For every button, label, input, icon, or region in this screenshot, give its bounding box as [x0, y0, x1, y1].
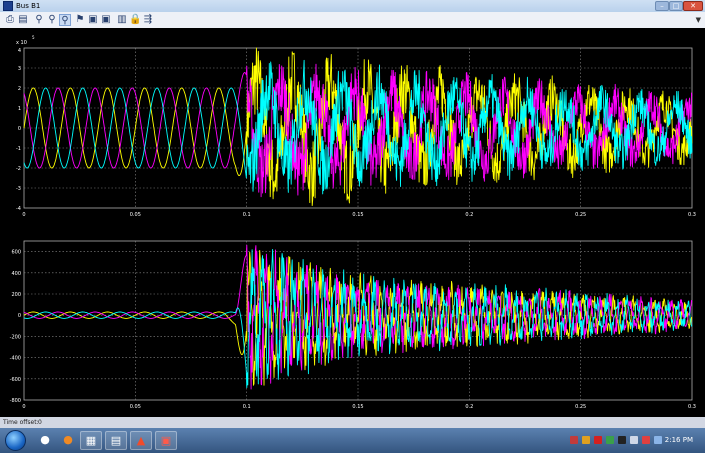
y-tick-label: 2	[18, 86, 21, 92]
waveform-series-3	[23, 248, 693, 389]
taskbar-explorer-icon[interactable]: ▦	[80, 431, 102, 450]
zoom-x-icon[interactable]: ⚲	[48, 14, 56, 25]
scope-toolbar: ⎙ ▤ ⚲ ⚲ ⚲ ⚑ ▣ ▣ ▥ 🔒 ⇶ ▼	[0, 12, 705, 29]
y-exponent-label: x 10	[16, 40, 27, 46]
tray-antivirus-icon[interactable]	[594, 436, 602, 444]
tray-network-icon[interactable]	[570, 436, 578, 444]
y-tick-label: 3	[18, 66, 21, 72]
tray-volume-icon[interactable]	[630, 436, 638, 444]
x-tick-label: 0.1	[243, 212, 251, 218]
simulink-scope-icon	[3, 1, 13, 11]
tray-display-icon[interactable]	[654, 436, 662, 444]
zoom-in-icon[interactable]: ⚲	[35, 14, 43, 25]
tray-power-icon[interactable]	[618, 436, 626, 444]
x-tick-label: 0.15	[352, 212, 363, 218]
y-tick-label: -400	[10, 356, 21, 362]
waveform-series-3	[23, 59, 693, 195]
x-tick-label: 0.3	[688, 404, 696, 410]
y-tick-label: -3	[16, 186, 21, 192]
zoom-y-icon[interactable]: ⚲	[59, 14, 71, 26]
y-tick-label: 4	[18, 48, 21, 54]
y-tick-label: 0	[18, 313, 21, 319]
y-tick-label: -1	[16, 146, 21, 152]
x-tick-label: 0.25	[575, 404, 586, 410]
tray-flag-icon[interactable]	[642, 436, 650, 444]
start-button[interactable]	[5, 430, 26, 451]
taskbar-ie-icon[interactable]: ●	[40, 433, 50, 446]
minimize-button[interactable]: –	[655, 1, 669, 11]
x-tick-label: 0.05	[130, 212, 141, 218]
time-offset-value: 0	[38, 419, 42, 426]
parameters-icon[interactable]: ▤	[18, 14, 28, 25]
tray-shield-icon[interactable]	[582, 436, 590, 444]
x-tick-label: 0	[22, 404, 25, 410]
x-tick-label: 0.15	[352, 404, 363, 410]
y-tick-label: -800	[10, 398, 21, 404]
signal-selection-icon[interactable]: ⇶	[143, 14, 153, 25]
taskbar-folder-icon[interactable]: ▤	[105, 431, 127, 450]
x-tick-label: 0.1	[243, 404, 251, 410]
tray-update-icon[interactable]	[606, 436, 614, 444]
x-tick-label: 0.2	[465, 212, 473, 218]
y-tick-label: -600	[10, 377, 21, 383]
time-offset-label: Time offset:	[3, 419, 39, 426]
y-exponent-power: 5	[32, 35, 35, 40]
close-button[interactable]: ✕	[683, 1, 703, 11]
x-tick-label: 0.25	[575, 212, 586, 218]
autoscale-icon[interactable]: ⚑	[75, 14, 85, 25]
scope-plot-area: 4 3 2 1 0 -1 -2 -3 -4 0 0.05 0.1 0.15 0.2 0.25 0.3 x 10 5…	[0, 28, 705, 417]
x-tick-label: 0.05	[130, 404, 141, 410]
waveform-series-1	[23, 249, 692, 386]
save-axes-icon[interactable]: ▣	[88, 14, 98, 25]
toolbar-dropdown-icon[interactable]: ▼	[695, 16, 701, 24]
waveform-series-2	[23, 244, 693, 390]
taskbar-clock[interactable]: 2:16 PM	[664, 436, 693, 444]
window-title: Bus B1	[16, 2, 41, 10]
maximize-button[interactable]: □	[669, 1, 683, 11]
waveform-series-2	[23, 63, 693, 198]
y-tick-label: 1	[18, 106, 21, 112]
y-tick-label: 400	[11, 271, 21, 277]
y-tick-label: 0	[18, 126, 21, 132]
y-tick-label: 200	[11, 292, 21, 298]
title-bar: Bus B1 – □ ✕	[0, 0, 705, 12]
x-tick-label: 0.3	[688, 212, 696, 218]
taskbar-firefox-icon[interactable]: ●	[63, 433, 73, 446]
y-tick-label: -200	[10, 334, 21, 340]
status-bar: Time offset: 0	[0, 417, 705, 428]
taskbar-matlab-icon[interactable]: ▲	[130, 431, 152, 450]
restore-axes-icon[interactable]: ▣	[101, 14, 111, 25]
y-tick-label: 600	[11, 250, 21, 256]
y-tick-label: -4	[16, 206, 21, 212]
y-tick-label: -2	[16, 166, 21, 172]
lock-icon[interactable]: 🔒	[129, 14, 142, 25]
x-tick-label: 0.2	[465, 404, 473, 410]
x-tick-label: 0	[22, 212, 25, 218]
print-icon[interactable]: ⎙	[6, 14, 14, 25]
taskbar-scope-icon[interactable]: ▣	[155, 431, 177, 450]
windows-taskbar: ● ● ▦ ▤ ▲ ▣ 2:16 PM	[0, 428, 705, 453]
floating-scope-icon[interactable]: ▥	[117, 14, 127, 25]
